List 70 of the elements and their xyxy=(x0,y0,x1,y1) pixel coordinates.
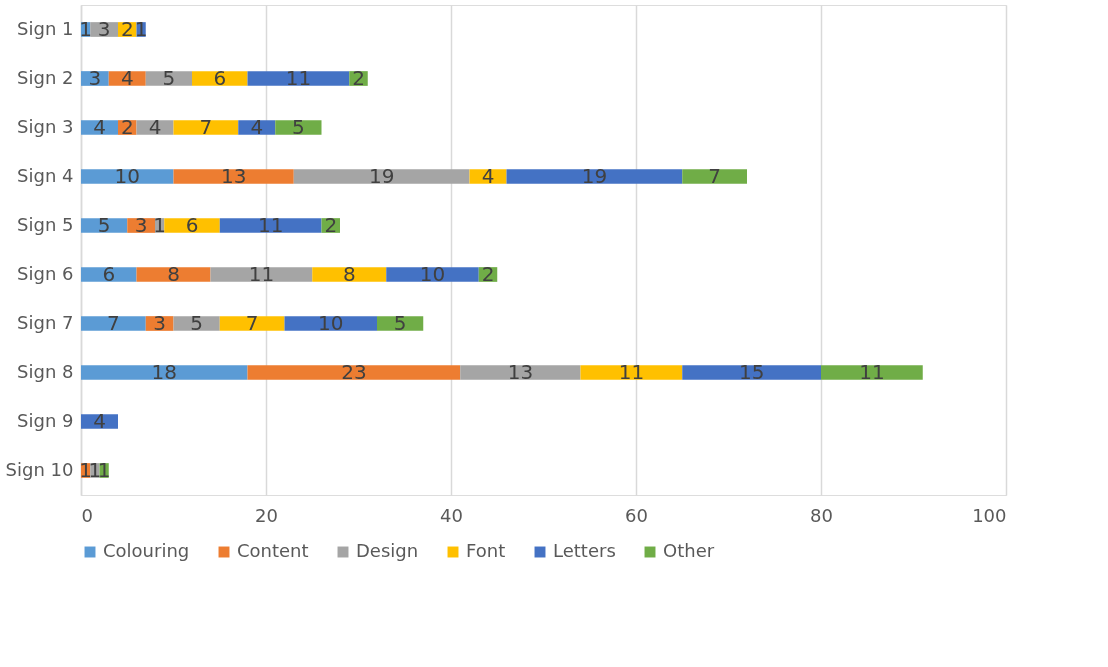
y-tick-label: Sign 7 xyxy=(17,311,74,333)
data-label: 2 xyxy=(120,114,134,139)
data-label: 8 xyxy=(167,261,180,286)
data-label: 7 xyxy=(245,310,259,335)
x-tick-label: 100 xyxy=(972,504,1007,526)
data-label: 3 xyxy=(97,16,111,41)
data-label: 11 xyxy=(257,212,284,237)
data-label: 3 xyxy=(88,65,102,90)
data-label: 4 xyxy=(250,114,264,139)
y-tick-label: Sign 9 xyxy=(17,409,74,431)
y-tick-label: Sign 2 xyxy=(17,66,74,88)
data-label: 1 xyxy=(79,16,92,41)
data-label: 2 xyxy=(481,261,495,286)
data-label: 10 xyxy=(318,310,344,335)
data-label: 15 xyxy=(738,359,765,384)
legend-label: Other xyxy=(663,540,715,561)
data-label: 2 xyxy=(324,212,338,237)
y-tick-label: Sign 5 xyxy=(17,213,74,235)
y-tick-label: Sign 4 xyxy=(17,164,74,186)
data-label: 13 xyxy=(507,359,534,384)
data-label: 1 xyxy=(153,212,166,237)
data-label: 5 xyxy=(393,310,407,335)
y-tick-label: Sign 6 xyxy=(17,262,74,284)
legend-label: Design xyxy=(356,540,419,561)
data-label: 4 xyxy=(93,408,106,433)
legend-label: Letters xyxy=(553,540,616,561)
data-label: 11 xyxy=(285,65,312,90)
data-label: 4 xyxy=(93,114,106,139)
x-tick-label: 40 xyxy=(440,504,463,526)
data-label: 5 xyxy=(97,212,111,237)
data-label: 13 xyxy=(220,163,247,188)
x-tick-label: 0 xyxy=(81,504,93,526)
data-label: 23 xyxy=(341,359,367,384)
data-label: 6 xyxy=(185,212,199,237)
data-label: 3 xyxy=(153,310,166,335)
legend-label: Content xyxy=(237,540,309,561)
data-label: 2 xyxy=(120,16,134,41)
data-label: 11 xyxy=(618,359,645,384)
data-label: 6 xyxy=(213,65,227,90)
data-label: 5 xyxy=(190,310,203,335)
data-label: 4 xyxy=(481,163,495,188)
data-label: 11 xyxy=(248,261,275,286)
data-label: 2 xyxy=(352,65,365,90)
y-tick-label: Sign 1 xyxy=(17,17,74,39)
data-label: 10 xyxy=(114,163,140,188)
data-label: 19 xyxy=(368,163,395,188)
data-label: 7 xyxy=(107,310,120,335)
data-label: 7 xyxy=(708,163,721,188)
data-label: 8 xyxy=(342,261,356,286)
data-label: 18 xyxy=(151,359,177,384)
data-label: 5 xyxy=(292,114,305,139)
x-tick-label: 20 xyxy=(255,504,278,526)
x-tick-label: 80 xyxy=(810,504,833,526)
data-label: 3 xyxy=(134,212,148,237)
data-label: 11 xyxy=(859,359,885,384)
data-label: 7 xyxy=(199,114,213,139)
y-tick-label: Sign 10 xyxy=(5,458,74,480)
data-label: 10 xyxy=(419,261,446,286)
x-tick-label: 60 xyxy=(625,504,648,526)
data-label: 1 xyxy=(134,16,148,41)
y-tick-label: Sign 8 xyxy=(17,360,74,382)
data-label: 4 xyxy=(120,65,134,90)
data-label: 4 xyxy=(148,114,162,139)
data-label: 19 xyxy=(581,163,608,188)
data-label: 1 xyxy=(79,457,92,482)
legend-label: Font xyxy=(466,540,506,561)
data-label: 6 xyxy=(102,261,116,286)
legend-label: Colouring xyxy=(103,540,190,561)
data-label: 5 xyxy=(162,65,176,90)
y-tick-label: Sign 3 xyxy=(17,115,74,137)
